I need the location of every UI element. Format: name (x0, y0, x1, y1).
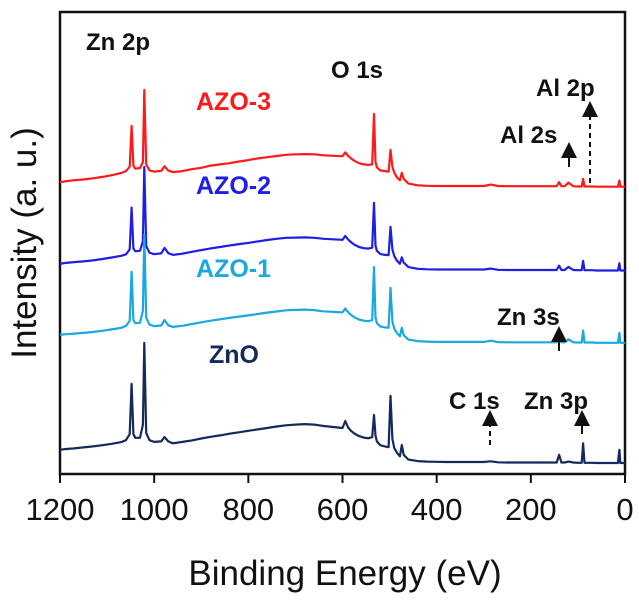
x-axis-title: Binding Energy (eV) (188, 554, 501, 593)
peak-label-zn-3s: Zn 3s (497, 304, 560, 331)
series-label-azo-1: AZO-1 (196, 255, 271, 283)
x-tick-label-800: 800 (222, 492, 274, 527)
series-line-zno (59, 341, 625, 465)
series-label-azo-3: AZO-3 (196, 88, 271, 116)
peak-label-zn-2p: Zn 2p (86, 29, 150, 56)
peak-label-zn-3p: Zn 3p (524, 388, 588, 415)
x-tick-label-0: 0 (616, 492, 633, 527)
series-label-azo-2: AZO-2 (196, 172, 271, 200)
x-tick-label-400: 400 (411, 492, 463, 527)
series-line-azo-2 (59, 165, 625, 272)
series-label-zno: ZnO (209, 341, 259, 369)
series-line-azo-3 (59, 88, 625, 188)
x-tick-label-1200: 1200 (26, 492, 95, 527)
y-axis-title: Intensity (a. u.) (5, 127, 44, 358)
x-axis-tick-labels: 1200 1000 800 600 400 200 0 (26, 492, 634, 527)
x-tick-label-1000: 1000 (120, 492, 189, 527)
x-tick-label-200: 200 (505, 492, 557, 527)
peak-label-c-1s: C 1s (449, 388, 500, 415)
peak-label-al-2p: Al 2p (536, 75, 595, 102)
peak-label-al-2s: Al 2s (500, 122, 557, 149)
x-tick-label-600: 600 (317, 492, 369, 527)
x-axis-ticks (59, 474, 626, 483)
peak-label-o-1s: O 1s (331, 57, 383, 84)
